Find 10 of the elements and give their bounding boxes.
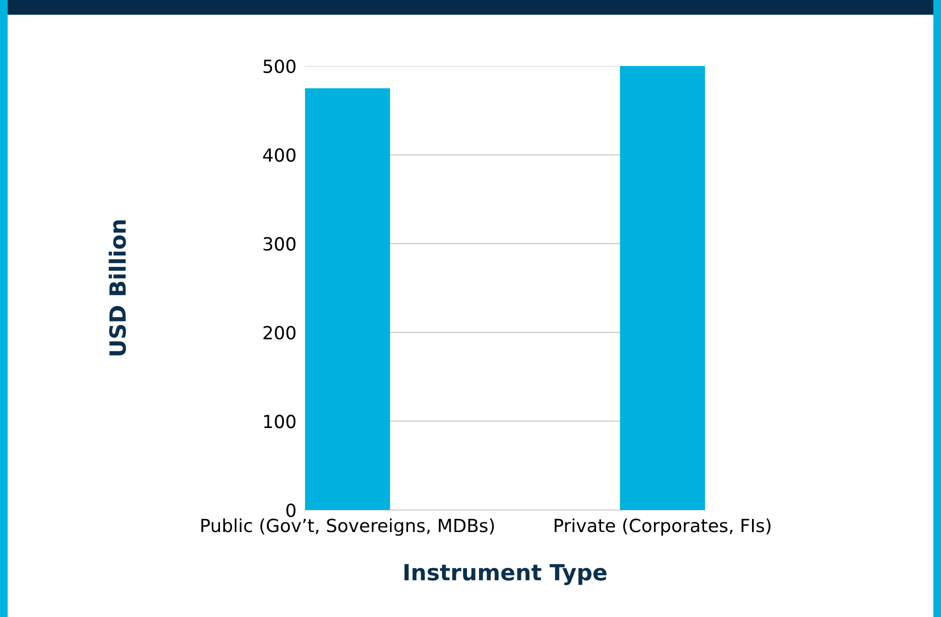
y-tick-label: 500 [264,59,296,74]
y-axis-title: USD Billion [108,220,126,356]
y-tick-label: 100 [264,414,296,428]
y-tick-label: 300 [264,237,296,251]
x-tick-label: Private (Corporates, FIs) [554,518,770,536]
x-axis-title: Instrument Type [404,564,606,586]
y-tick-label: 200 [264,326,296,340]
y-tick-label: 0 [286,503,296,518]
y-tick-label: 400 [263,148,296,162]
x-tick-label: Public (Gov’t, Sovereigns, MDBs) [201,518,494,536]
